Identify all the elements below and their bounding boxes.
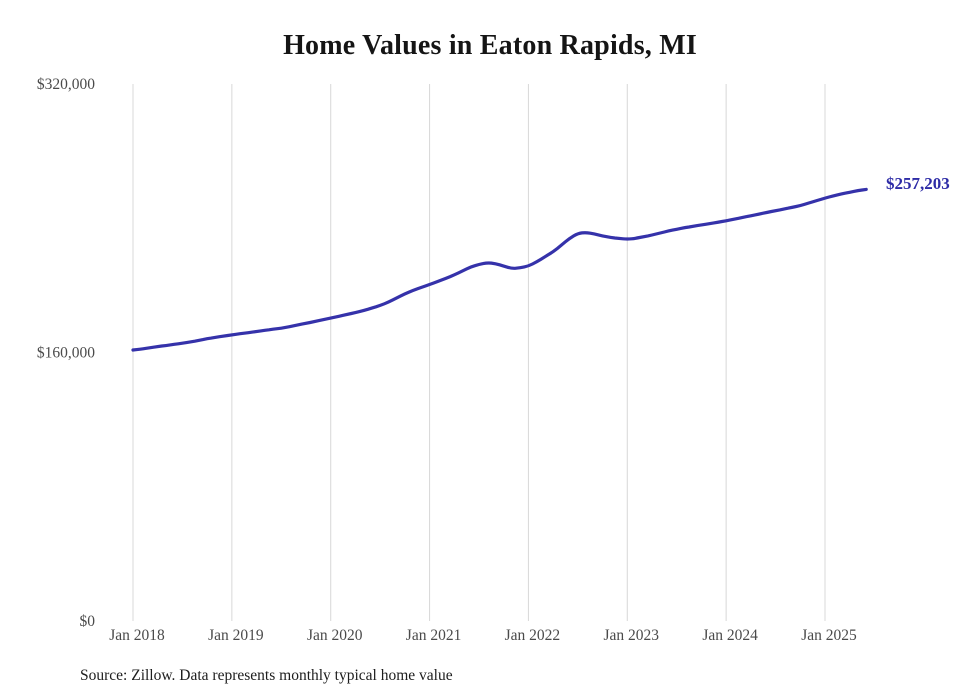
x-tick-label: Jan 2021	[406, 627, 462, 644]
x-tick-label: Jan 2019	[208, 627, 264, 644]
home-value-line	[131, 187, 868, 352]
y-tick-label: $0	[80, 613, 96, 630]
chart-title: Home Values in Eaton Rapids, MI	[283, 30, 697, 61]
source-note: Source: Zillow. Data represents monthly …	[80, 667, 453, 684]
x-tick-label: Jan 2022	[505, 627, 561, 644]
x-tick-label: Jan 2024	[702, 627, 758, 644]
y-tick-label: $320,000	[37, 76, 95, 93]
x-tick-label: Jan 2023	[604, 627, 660, 644]
x-tick-label: Jan 2020	[307, 627, 363, 644]
y-tick-label: $160,000	[37, 345, 95, 362]
latest-value-label: $257,203	[886, 174, 950, 193]
x-tick-label: Jan 2025	[801, 627, 857, 644]
x-tick-label: Jan 2018	[109, 627, 165, 644]
